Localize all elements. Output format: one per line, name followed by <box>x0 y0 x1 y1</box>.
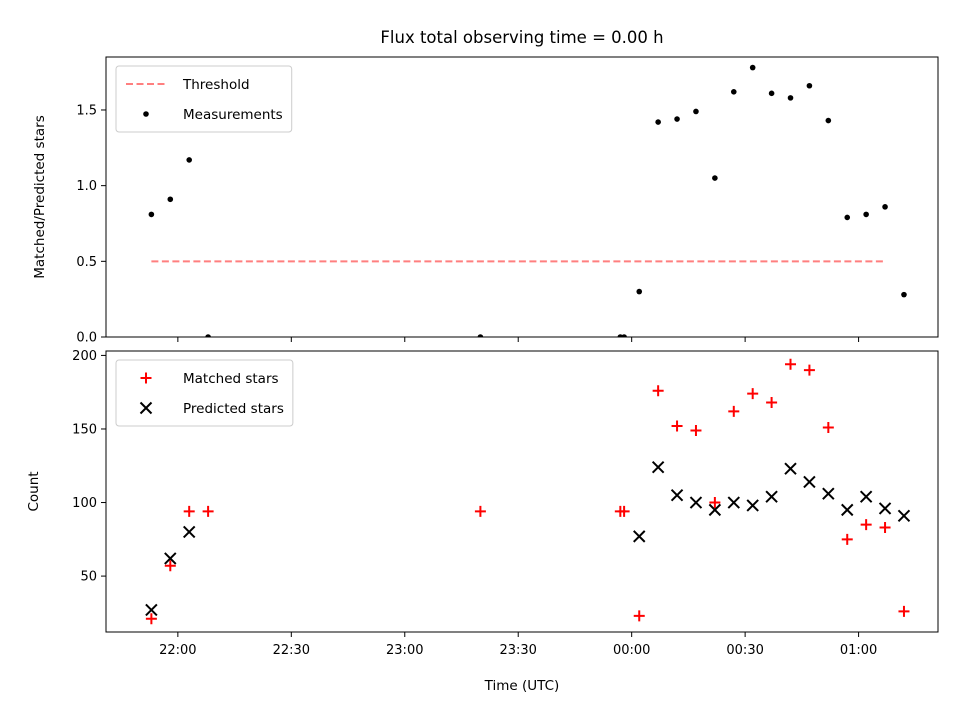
predicted-stars-point <box>164 552 177 565</box>
predicted-stars-point <box>651 461 665 474</box>
y-tick-label: 100 <box>72 496 97 511</box>
measurement-point <box>186 157 192 163</box>
measurement-point <box>768 90 775 97</box>
legend-box <box>115 65 293 133</box>
measurement-point <box>205 334 211 337</box>
matched-stars-point <box>690 424 702 436</box>
measurement-point <box>844 214 851 221</box>
measurement-point <box>825 117 832 124</box>
predicted-stars-point <box>822 487 835 500</box>
measurement-point <box>901 291 907 298</box>
ratio-panel: 0.0 0.5 1.0 1.5 Matched/Predicted stars Thres… <box>32 56 939 346</box>
legend-label: Predicted stars <box>183 401 284 417</box>
x-tick-label: 00:00 <box>613 643 650 658</box>
predicted-stars-point <box>784 462 797 475</box>
measurement-point <box>882 204 888 210</box>
predicted-stars-point <box>878 502 892 515</box>
matched-stars-point <box>633 610 645 622</box>
measurement-point <box>806 82 813 89</box>
x-axis-label: Time (UTC) <box>484 678 560 694</box>
predicted-stars-point <box>689 496 703 509</box>
matched-stars-point <box>747 388 759 400</box>
matched-stars-point <box>860 519 872 531</box>
y-axis-label: Count <box>26 471 42 511</box>
predicted-stars-point <box>670 488 684 502</box>
measurement-point <box>693 108 699 115</box>
measurement-point <box>712 175 718 181</box>
y-tick-label: 0.0 <box>76 331 97 346</box>
predicted-stars-point <box>727 496 740 509</box>
measurement-point <box>477 334 484 337</box>
markers-group <box>145 358 911 625</box>
predicted-stars-point <box>746 499 759 512</box>
matched-stars-point <box>879 522 891 534</box>
matched-stars-point <box>709 497 721 509</box>
matched-stars-point <box>898 605 910 617</box>
figure-title: Flux total observing time = 0.00 h <box>380 28 663 47</box>
predicted-stars-point <box>182 525 196 539</box>
matched-stars-point <box>474 505 486 517</box>
matched-stars-point <box>841 533 853 545</box>
count-panel: 22:00 22:30 23:00 23:30 00:00 00:30 01:00 50 100… <box>26 349 939 658</box>
measurement-point <box>674 116 680 122</box>
measurement-point <box>621 334 627 337</box>
matched-stars-point <box>785 358 797 370</box>
measurement-point <box>148 211 155 218</box>
legend-label: Threshold <box>182 77 250 93</box>
predicted-stars-point <box>897 509 911 522</box>
axes-frame <box>105 350 939 633</box>
measurement-point <box>167 196 174 203</box>
matched-stars-point <box>183 505 195 517</box>
y-tick-label: 150 <box>72 422 97 437</box>
matched-stars-point <box>671 420 683 432</box>
x-tick-label: 22:00 <box>159 643 196 658</box>
predicted-stars-point <box>841 503 854 517</box>
predicted-stars-point <box>765 490 778 503</box>
y-tick-label: 1.5 <box>76 103 97 118</box>
matched-stars-point <box>766 396 778 408</box>
y-tick-label: 50 <box>80 570 97 585</box>
x-tick-label: 23:30 <box>499 643 536 658</box>
predicted-stars-point <box>803 475 816 489</box>
measurement-point <box>636 288 643 295</box>
axes-frame <box>105 56 939 338</box>
matched-stars-point <box>728 405 740 417</box>
measurement-point <box>749 64 756 71</box>
legend-label: Matched stars <box>183 371 279 387</box>
x-tick-label: 23:00 <box>386 643 423 658</box>
matched-stars-point <box>803 364 815 376</box>
predicted-stars-point <box>633 530 646 543</box>
markers-group <box>148 64 907 337</box>
legend-label: Measurements <box>183 107 283 123</box>
matched-stars-point <box>618 505 630 517</box>
legend-measurement-swatch <box>143 111 149 117</box>
x-tick-label: 01:00 <box>840 643 877 658</box>
measurement-point <box>730 89 737 95</box>
predicted-stars-point <box>145 603 158 617</box>
predicted-stars-point <box>859 490 873 503</box>
matched-stars-point <box>822 422 834 434</box>
matched-stars-point <box>202 505 214 517</box>
x-tick-label: 22:30 <box>273 643 310 658</box>
legend-matched-swatch <box>140 372 152 384</box>
measurement-point <box>863 211 869 218</box>
y-axis-label: Matched/Predicted stars <box>32 115 48 278</box>
y-tick-label: 1.0 <box>76 179 97 194</box>
matched-stars-point <box>145 613 157 625</box>
y-tick-label: 0.5 <box>76 255 97 270</box>
matched-stars-point <box>652 385 664 397</box>
legend-predicted-swatch <box>139 401 153 415</box>
measurement-point <box>787 95 794 101</box>
measurement-point <box>655 119 661 125</box>
legend-box <box>115 359 294 427</box>
x-tick-label: 00:30 <box>726 643 763 658</box>
matched-stars-point <box>164 560 176 572</box>
predicted-stars-point <box>708 503 722 517</box>
y-tick-label: 200 <box>72 349 97 364</box>
